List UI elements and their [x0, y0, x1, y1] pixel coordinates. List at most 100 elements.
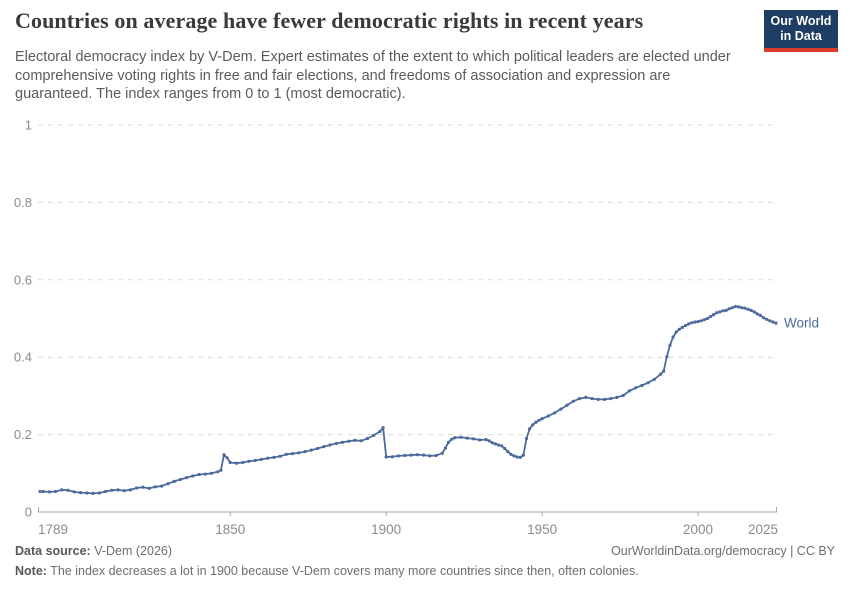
data-point-marker	[746, 307, 750, 311]
data-point-marker	[403, 453, 407, 458]
data-point-marker	[659, 372, 663, 376]
data-point-marker	[724, 308, 728, 312]
data-point-marker	[272, 455, 276, 459]
data-point-marker	[384, 455, 388, 459]
data-point-marker	[524, 436, 529, 441]
x-tick-label: 2025	[748, 522, 778, 537]
data-point-marker	[518, 455, 522, 459]
data-point-marker	[209, 471, 214, 475]
data-point-marker	[771, 320, 775, 324]
democracy-index-chart[interactable]: 0 0.2 0.4 0.6 0.8 1 1789 1850 1900 1950 2000 2025 Wo…	[0, 104, 850, 544]
data-point-marker	[493, 442, 497, 446]
data-point-marker	[559, 407, 563, 411]
data-point-marker	[172, 479, 176, 483]
data-point-marker	[740, 306, 744, 310]
data-point-marker	[225, 456, 229, 460]
data-point-marker	[531, 423, 535, 427]
data-point-marker	[241, 460, 245, 465]
x-tick-label: 1789	[38, 522, 68, 537]
data-point-marker	[428, 454, 432, 458]
data-point-marker	[668, 343, 672, 347]
data-point-marker	[422, 453, 426, 457]
data-point-marker	[500, 444, 504, 448]
data-point-marker	[216, 470, 220, 474]
x-tick-label: 1850	[215, 522, 245, 537]
data-point-marker	[684, 323, 688, 328]
owid-logo[interactable]: Our World in Data	[764, 10, 838, 52]
series-end-label[interactable]: World	[784, 316, 819, 331]
data-point-marker	[228, 460, 232, 465]
data-point-marker	[390, 455, 394, 459]
data-point-marker	[743, 306, 747, 310]
data-point-marker	[234, 461, 239, 465]
data-point-marker	[340, 440, 345, 444]
world-line[interactable]	[39, 305, 777, 495]
data-point-marker	[334, 441, 338, 446]
data-point-marker	[733, 304, 738, 309]
data-point-marker	[671, 335, 675, 339]
data-point-marker	[219, 468, 223, 472]
data-point-marker	[347, 439, 351, 443]
owid-link[interactable]: OurWorldinData.org/democracy | CC BY	[611, 544, 835, 558]
y-tick-label: 1	[25, 118, 32, 133]
data-point-marker	[737, 305, 741, 309]
data-point-marker	[160, 484, 164, 488]
data-point-marker	[615, 395, 619, 399]
data-point-marker	[565, 403, 569, 407]
data-point-marker	[752, 310, 756, 314]
data-point-marker	[166, 482, 170, 486]
data-point-marker	[309, 448, 313, 452]
data-point-marker	[316, 446, 320, 451]
data-point-marker	[712, 313, 716, 317]
x-tick-label: 1900	[371, 522, 401, 537]
data-point-marker	[409, 453, 413, 457]
y-tick-label: 0.6	[14, 272, 32, 287]
data-point-marker	[266, 456, 270, 460]
data-point-marker	[693, 320, 697, 324]
data-point-marker	[758, 313, 763, 317]
data-point-marker	[478, 438, 482, 442]
data-point-marker	[699, 319, 703, 323]
data-point-marker	[78, 491, 83, 495]
data-point-marker	[259, 457, 263, 461]
chart-subtitle: Electoral democracy index by V-Dem. Expe…	[15, 49, 731, 103]
x-tick-label: 2000	[683, 522, 713, 537]
data-point-marker	[443, 446, 447, 450]
data-point-marker	[450, 437, 454, 441]
data-point-marker	[537, 418, 541, 422]
data-point-marker	[652, 377, 657, 381]
data-point-marker	[128, 488, 132, 492]
data-point-marker	[122, 489, 126, 493]
data-point-marker	[521, 453, 526, 457]
data-point-marker	[761, 316, 766, 320]
data-point-marker	[453, 436, 457, 440]
data-point-marker	[153, 485, 157, 489]
data-point-marker	[459, 435, 463, 439]
data-point-marker	[577, 397, 582, 401]
data-point-marker	[91, 491, 95, 495]
data-point-marker	[135, 486, 139, 490]
data-point-marker	[291, 452, 295, 456]
data-point-marker	[378, 429, 382, 434]
data-point-marker	[381, 426, 385, 430]
data-point-marker	[116, 488, 120, 492]
data-point-marker	[640, 383, 644, 388]
data-point-marker	[553, 411, 557, 415]
data-point-marker	[634, 386, 638, 390]
data-point-marker	[247, 459, 251, 463]
data-point-marker	[718, 310, 722, 314]
owid-logo-text: Our World in Data	[770, 13, 832, 43]
data-point-marker	[503, 446, 507, 451]
data-point-marker	[774, 321, 778, 325]
data-point-marker	[755, 312, 759, 316]
data-point-marker	[515, 455, 519, 459]
y-tick-label: 0.8	[14, 195, 32, 210]
chart-area[interactable]: 0 0.2 0.4 0.6 0.8 1 1789 1850 1900 1950 2000 2025 Wo…	[0, 104, 850, 544]
data-point-marker	[490, 441, 494, 445]
data-point-marker	[297, 451, 301, 455]
data-point-marker	[768, 319, 772, 323]
data-point-marker	[540, 417, 544, 421]
data-point-marker	[328, 443, 332, 447]
y-tick-label: 0.4	[14, 350, 32, 365]
data-point-marker	[484, 438, 488, 442]
